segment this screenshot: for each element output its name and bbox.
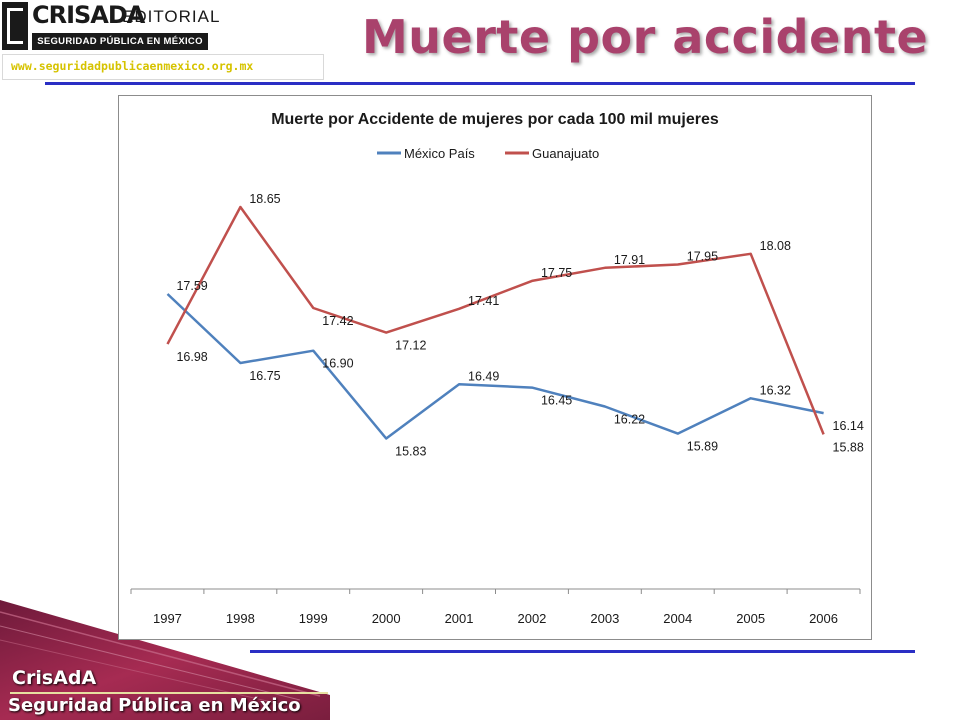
website-url-box[interactable]: www.seguridadpublicaenmexico.org.mx (2, 54, 324, 80)
footer-brand: CrisAdA (12, 667, 97, 689)
x-tick-label: 1998 (226, 611, 255, 626)
data-label: 15.83 (395, 445, 426, 459)
data-label: 16.75 (249, 369, 280, 383)
data-label: 16.22 (614, 413, 645, 427)
chart-legend: México País Guanajuato (377, 146, 599, 161)
data-label: 15.88 (833, 440, 864, 454)
chart-title: Muerte por Accidente de mujeres por cada… (271, 111, 719, 128)
data-label: 18.08 (760, 239, 791, 253)
website-url[interactable]: www.seguridadpublicaenmexico.org.mx (11, 59, 254, 73)
logo-strip: SEGURIDAD PÚBLICA EN MÉXICO (32, 33, 208, 50)
data-label: 16.45 (541, 394, 572, 408)
data-label: 16.32 (760, 383, 791, 397)
logo-editorial: EDITORIAL (122, 7, 221, 26)
x-tick-label: 2001 (445, 611, 474, 626)
chart-frame: Muerte por Accidente de mujeres por cada… (118, 95, 872, 640)
data-label: 17.91 (614, 253, 645, 267)
data-label: 17.59 (176, 279, 207, 293)
x-tick-label: 2000 (372, 611, 401, 626)
data-labels: 17.59 16.75 16.90 15.83 16.49 16.45 16.22 15.89… (176, 192, 863, 459)
logo-brand: CRISADA (32, 1, 145, 29)
data-label: 16.14 (833, 419, 864, 433)
x-tick-label: 1997 (153, 611, 182, 626)
series-line (166, 293, 824, 440)
x-tick-label: 2003 (590, 611, 619, 626)
footer-wedge (0, 600, 330, 720)
data-label: 16.90 (322, 357, 353, 371)
x-tick-label: 2005 (736, 611, 765, 626)
data-label: 16.49 (468, 369, 499, 383)
data-label: 17.75 (541, 266, 572, 280)
data-label: 17.95 (687, 249, 718, 263)
x-tick-label: 2002 (517, 611, 546, 626)
top-divider (45, 82, 915, 85)
legend-label: México País (404, 146, 475, 161)
crisada-logo: CRISADA EDITORIAL SEGURIDAD PÚBLICA EN M… (2, 1, 219, 52)
footer-subtitle: Seguridad Pública en México (8, 695, 301, 716)
series-line (166, 205, 825, 435)
data-label: 18.65 (249, 192, 280, 206)
data-label: 17.12 (395, 339, 426, 353)
line-chart: Muerte por Accidente de mujeres por cada… (130, 111, 864, 626)
x-tick-label: 1999 (299, 611, 328, 626)
series-lines (166, 205, 825, 440)
bottom-divider (250, 650, 915, 653)
legend-label: Guanajuato (532, 146, 599, 161)
x-axis-ticks: 1997 1998 1999 2000 2001 2002 2003 2004 2005 2006 (130, 589, 861, 626)
data-label: 15.89 (687, 440, 718, 454)
data-label: 17.41 (468, 294, 499, 308)
footer-divider (10, 692, 328, 694)
logo-mark-icon (2, 2, 28, 50)
x-tick-label: 2006 (809, 611, 838, 626)
x-tick-label: 2004 (663, 611, 692, 626)
data-label: 17.42 (322, 314, 353, 328)
data-label: 16.98 (176, 350, 207, 364)
page-title: Muerte por accidente (362, 10, 929, 64)
